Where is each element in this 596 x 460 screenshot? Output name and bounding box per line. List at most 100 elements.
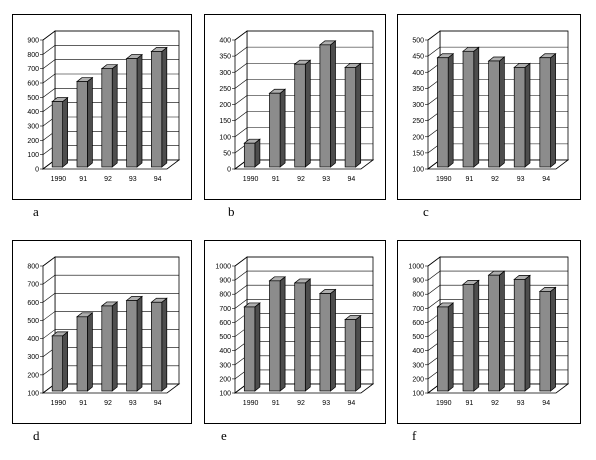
y-tick-label: 350 bbox=[219, 54, 231, 61]
x-tick-label: 1990 bbox=[436, 400, 452, 407]
bar bbox=[487, 270, 506, 392]
y-tick-label: 500 bbox=[27, 95, 39, 102]
bar bbox=[75, 312, 94, 392]
bar-chart-b: 0 50 100 150 200 250 300 350 400 1990 91 92 93 94 bbox=[219, 30, 375, 183]
x-tick-label: 94 bbox=[154, 176, 162, 183]
y-tick-label: 1000 bbox=[408, 264, 424, 271]
x-tick-label: 93 bbox=[129, 400, 137, 407]
y-tick-label: 700 bbox=[27, 66, 39, 73]
y-tick-label: 500 bbox=[412, 334, 424, 341]
y-tick-label: 1000 bbox=[215, 264, 231, 271]
x-tick-label: 92 bbox=[104, 400, 112, 407]
x-tick-label: 91 bbox=[79, 400, 87, 407]
y-tick-label: 100 bbox=[27, 391, 39, 398]
y-tick-label: 200 bbox=[412, 376, 424, 383]
y-tick-label: 300 bbox=[27, 124, 39, 131]
x-tick-label: 1990 bbox=[243, 176, 259, 183]
y-tick-label: 200 bbox=[412, 134, 424, 141]
x-tick-label: 94 bbox=[542, 400, 550, 407]
y-tick-label: 900 bbox=[27, 38, 39, 45]
caption-a: a bbox=[33, 204, 39, 219]
y-tick-label: 250 bbox=[219, 86, 231, 93]
x-tick-label: 93 bbox=[322, 400, 330, 407]
x-tick-label: 92 bbox=[491, 176, 499, 183]
bar bbox=[268, 276, 287, 392]
y-tick-label: 600 bbox=[27, 81, 39, 88]
y-tick-label: 0 bbox=[35, 167, 39, 174]
bar bbox=[538, 53, 557, 168]
y-tick-label: 100 bbox=[219, 134, 231, 141]
bar bbox=[436, 302, 455, 392]
bar bbox=[318, 288, 337, 392]
x-tick-label: 92 bbox=[297, 400, 305, 407]
bar bbox=[293, 278, 312, 392]
x-tick-label: 91 bbox=[272, 400, 280, 407]
bar bbox=[318, 40, 337, 168]
bar bbox=[51, 331, 69, 392]
y-tick-label: 700 bbox=[412, 306, 424, 313]
bar-chart-e: 100 200 300 400 500 600 700 800 900 1000 1990 91 92 9… bbox=[215, 256, 375, 407]
y-tick-label: 700 bbox=[27, 282, 39, 289]
y-tick-label: 500 bbox=[27, 318, 39, 325]
bar bbox=[243, 138, 261, 168]
x-tick-label: 94 bbox=[542, 176, 550, 183]
caption-d: d bbox=[33, 428, 40, 443]
bar bbox=[436, 53, 455, 168]
y-tick-label: 100 bbox=[412, 391, 424, 398]
y-tick-label: 300 bbox=[219, 362, 231, 369]
x-tick-label: 91 bbox=[466, 176, 474, 183]
x-tick-label: 1990 bbox=[243, 400, 259, 407]
x-tick-label: 93 bbox=[129, 176, 137, 183]
y-tick-label: 900 bbox=[412, 278, 424, 285]
y-tick-label: 200 bbox=[27, 138, 39, 145]
bar bbox=[75, 76, 94, 168]
y-tick-label: 400 bbox=[27, 109, 39, 116]
y-tick-label: 100 bbox=[219, 391, 231, 398]
y-tick-label: 800 bbox=[219, 292, 231, 299]
bar-chart-a: 0 100 200 300 400 500 600 700 800 900 1990 91 92 93 94 bbox=[27, 30, 181, 183]
bar bbox=[268, 88, 287, 168]
y-tick-label: 700 bbox=[219, 306, 231, 313]
y-tick-label: 100 bbox=[412, 167, 424, 174]
bar-chart-c: 100 150 200 250 300 350 400 450 500 1990 91 92 93 94 bbox=[412, 30, 570, 183]
chart-panel-f: 100 200 300 400 500 600 700 800 900 1000 1990 91 92 9… bbox=[397, 240, 581, 424]
x-tick-label: 1990 bbox=[436, 176, 452, 183]
bar bbox=[462, 46, 480, 168]
y-tick-label: 150 bbox=[219, 118, 231, 125]
bar bbox=[462, 279, 480, 392]
x-tick-label: 94 bbox=[348, 400, 356, 407]
y-tick-label: 500 bbox=[412, 38, 424, 45]
y-tick-label: 400 bbox=[219, 38, 231, 45]
bar bbox=[293, 59, 312, 168]
bar bbox=[125, 53, 144, 168]
y-tick-label: 250 bbox=[412, 118, 424, 125]
y-tick-label: 600 bbox=[412, 320, 424, 327]
x-tick-label: 1990 bbox=[51, 176, 67, 183]
y-tick-label: 500 bbox=[219, 334, 231, 341]
y-tick-label: 350 bbox=[412, 86, 424, 93]
x-tick-label: 91 bbox=[466, 400, 474, 407]
bar bbox=[51, 96, 69, 168]
bar bbox=[150, 46, 168, 168]
bar-chart-d: 100 200 300 400 500 600 700 800 1990 91 92 93 94 bbox=[27, 256, 181, 407]
y-tick-label: 300 bbox=[27, 354, 39, 361]
x-tick-label: 93 bbox=[517, 176, 525, 183]
x-tick-label: 93 bbox=[517, 400, 525, 407]
y-tick-label: 400 bbox=[219, 348, 231, 355]
y-tick-label: 100 bbox=[27, 152, 39, 159]
x-tick-label: 92 bbox=[104, 176, 112, 183]
y-tick-label: 450 bbox=[412, 54, 424, 61]
bar bbox=[344, 314, 362, 392]
y-tick-label: 900 bbox=[219, 278, 231, 285]
y-tick-label: 50 bbox=[223, 150, 231, 157]
x-tick-label: 94 bbox=[348, 176, 356, 183]
y-tick-label: 200 bbox=[219, 102, 231, 109]
caption-e: e bbox=[221, 428, 227, 443]
y-tick-label: 800 bbox=[412, 292, 424, 299]
y-tick-label: 300 bbox=[412, 102, 424, 109]
y-tick-label: 200 bbox=[219, 376, 231, 383]
bar-chart-f: 100 200 300 400 500 600 700 800 900 1000 1990 91 92 9… bbox=[408, 256, 570, 407]
y-tick-label: 400 bbox=[412, 70, 424, 77]
x-tick-label: 92 bbox=[297, 176, 305, 183]
bar bbox=[344, 62, 362, 168]
